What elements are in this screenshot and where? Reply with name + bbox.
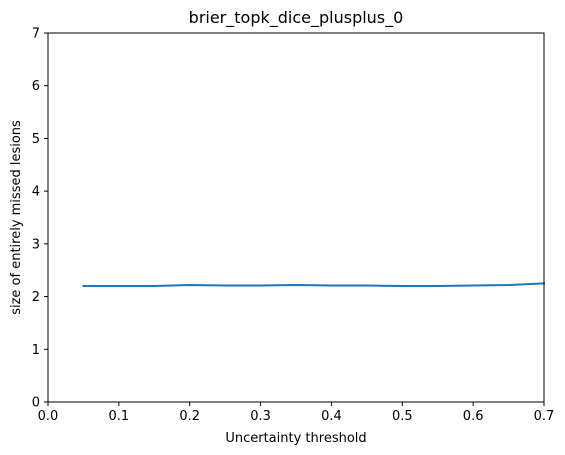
x-tick-label: 0.6 (463, 409, 484, 424)
plot-frame (47, 32, 545, 403)
x-tick-label: 0.4 (321, 409, 342, 424)
y-tick-label: 7 (32, 27, 40, 42)
y-tick-label: 0 (32, 396, 40, 411)
y-tick-label: 4 (32, 185, 40, 200)
x-tick-label: 0.1 (109, 409, 130, 424)
y-tick-label: 1 (32, 343, 40, 358)
x-axis-label: Uncertainty threshold (225, 431, 366, 446)
series-line-0 (82, 282, 546, 288)
y-axis-label: size of entirely missed lesions (9, 120, 24, 315)
x-tick-label: 0.3 (250, 409, 271, 424)
x-tick-label: 0.2 (179, 409, 200, 424)
y-tick-label: 6 (32, 79, 40, 94)
plot-area: 0.0 0.1 0.2 0.3 0.4 0.5 0.6 0.7 0 1 2 3 4 5 6 7 (32, 27, 555, 425)
x-tick-label: 0.0 (38, 409, 59, 424)
chart-title: brier_topk_dice_plusplus_0 (189, 8, 404, 28)
y-tick-label: 5 (32, 132, 40, 147)
y-tick-label: 2 (32, 290, 40, 305)
x-tick-label: 0.7 (534, 409, 555, 424)
y-tick-label: 3 (32, 237, 40, 252)
x-tick-label: 0.5 (392, 409, 413, 424)
